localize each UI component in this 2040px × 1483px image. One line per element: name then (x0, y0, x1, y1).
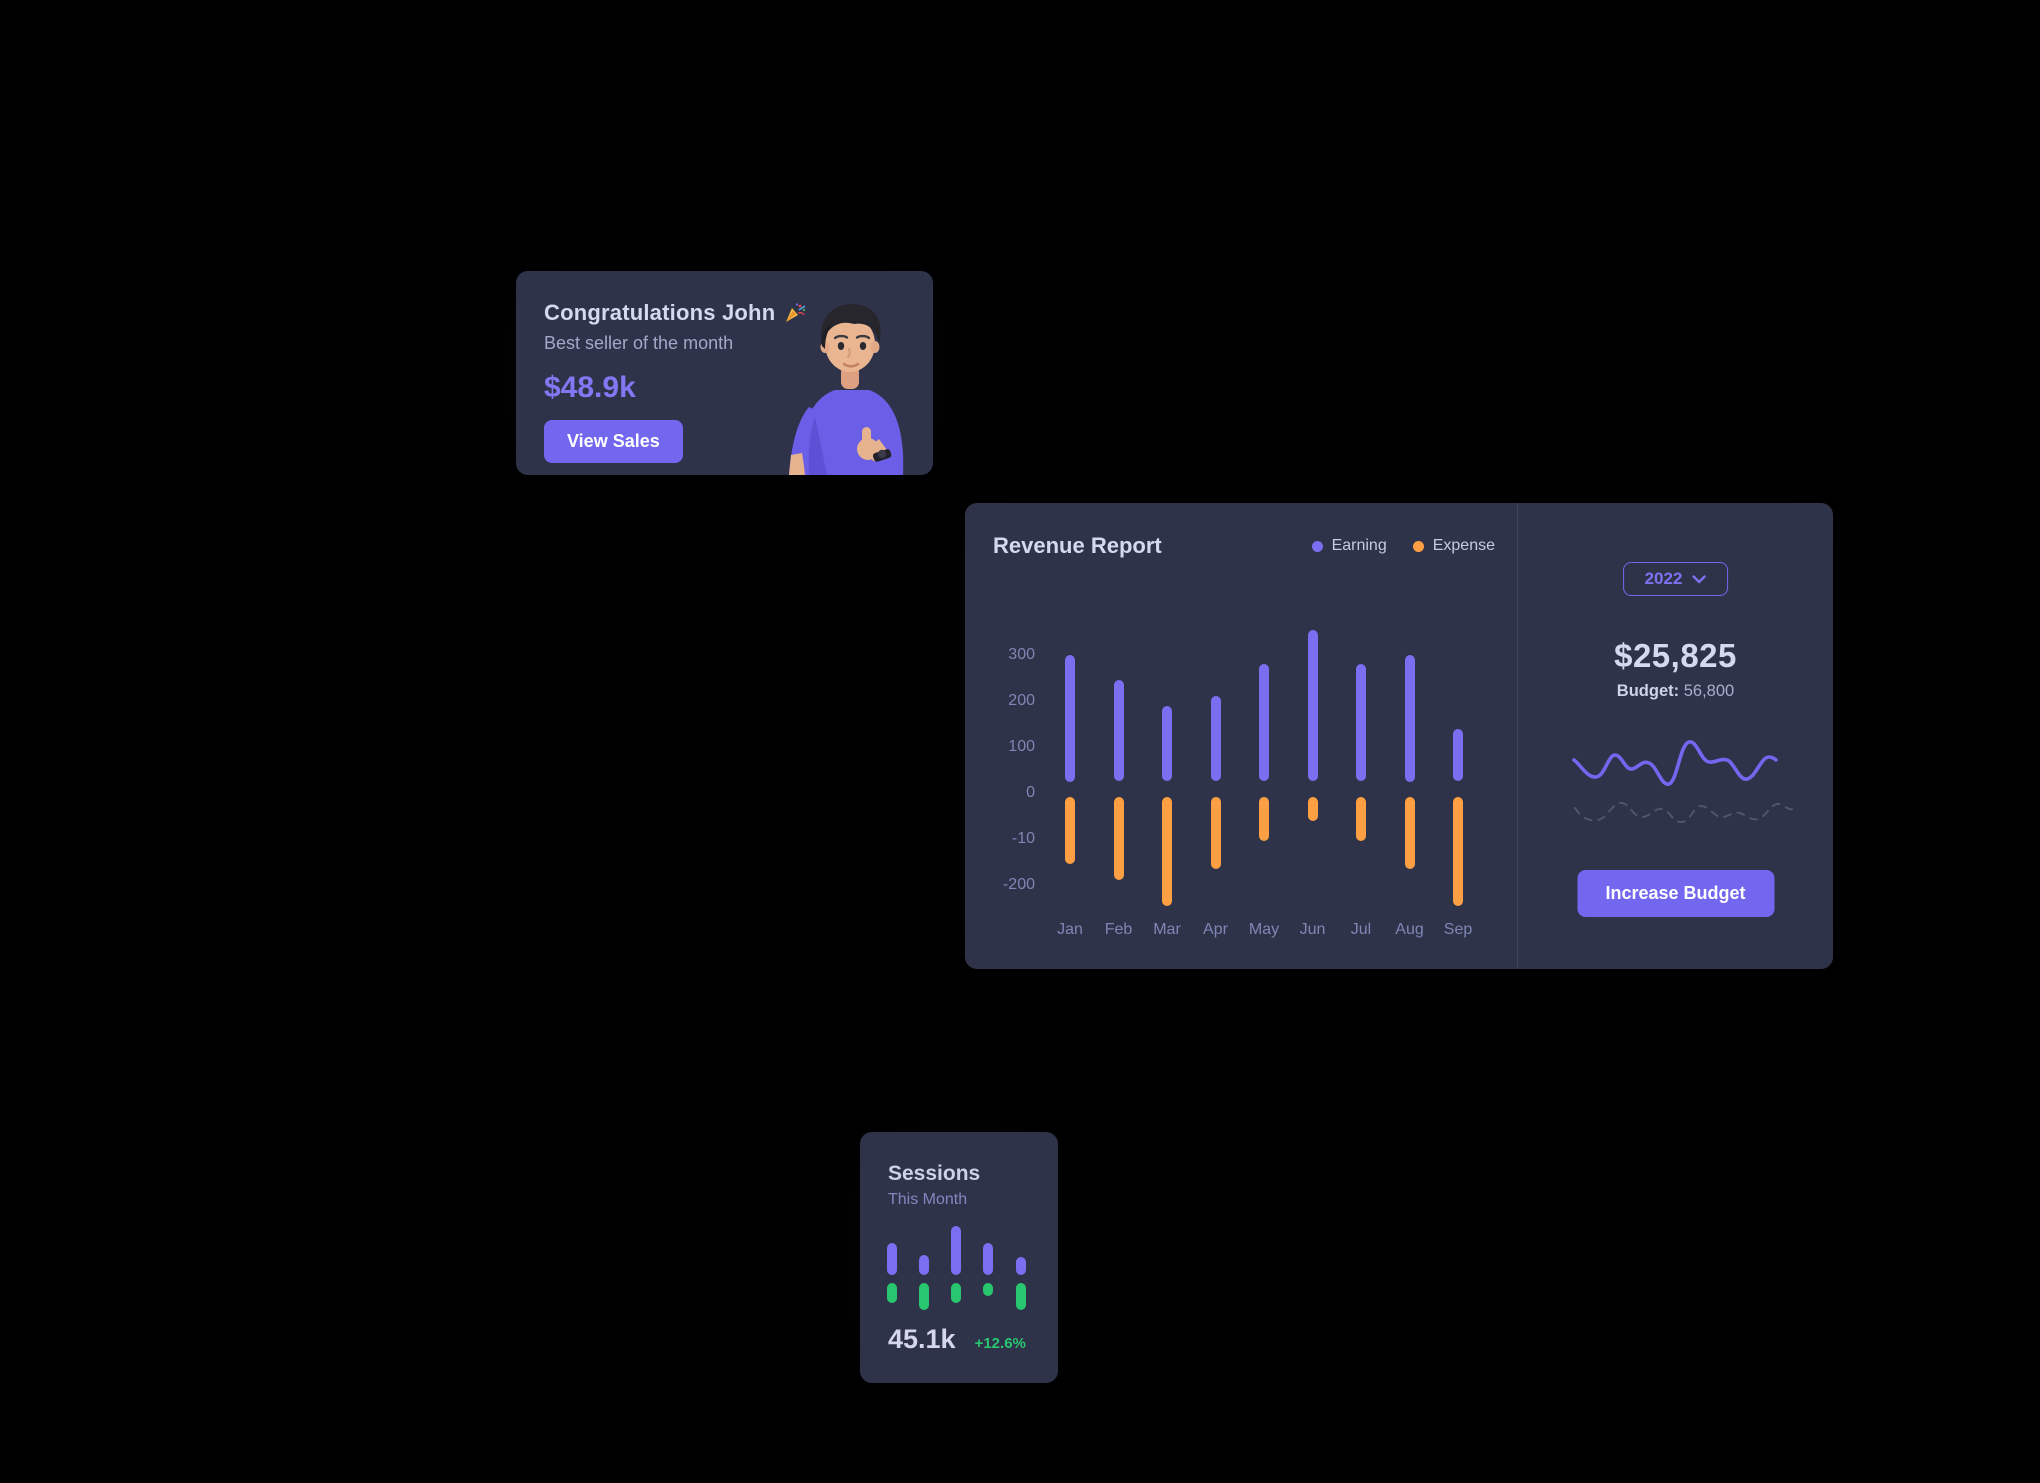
budget-panel: 2022 $25,825 Budget: 56,800 Increase Bud… (1517, 503, 1833, 969)
y-axis-tick: -10 (1011, 830, 1035, 847)
sparkline-dashed-line (1574, 802, 1794, 824)
sparkline-solid-line (1572, 740, 1778, 786)
sessions-bottom-bar (886, 1283, 897, 1303)
revenue-report-title: Revenue Report (993, 533, 1162, 558)
sessions-bottom-bar (951, 1283, 962, 1303)
sessions-subtitle: This Month (888, 1191, 968, 1208)
sessions-value: 45.1k (888, 1324, 956, 1354)
y-axis-tick: 300 (1008, 646, 1035, 663)
sessions-top-bar (918, 1255, 929, 1275)
budget-line: Budget: 56,800 (1518, 682, 1833, 701)
legend-expense-label: Expense (1432, 537, 1495, 554)
expense-bar-jan (1065, 796, 1075, 865)
expense-bar-feb (1113, 796, 1124, 881)
sessions-delta-badge: +12.6% (974, 1335, 1026, 1352)
year-selector-dropdown[interactable]: 2022 (1622, 562, 1729, 596)
earning-bar-jul (1356, 664, 1366, 782)
earning-bar-may (1259, 664, 1269, 782)
revenue-bar-chart: 300 200 100 0 -10 -200 Jan Feb Mar Apr May Jun Jul Au… (993, 613, 1498, 953)
sessions-title: Sessions (888, 1162, 981, 1185)
legend-item-earning[interactable]: Earning (1311, 537, 1387, 555)
john-illustration (789, 303, 904, 475)
earning-bar-jun (1307, 629, 1318, 782)
x-axis-label-feb: Feb (1104, 921, 1133, 938)
expense-bar-jul (1356, 796, 1366, 842)
earning-bar-mar (1162, 705, 1172, 782)
earning-bar-jan (1065, 655, 1075, 782)
budget-value: 56,800 (1683, 682, 1735, 700)
total-amount: $25,825 (1614, 637, 1737, 674)
chevron-down-icon (1692, 574, 1707, 583)
x-axis-label-jul: Jul (1350, 921, 1372, 938)
increase-budget-button[interactable]: Increase Budget (1577, 870, 1774, 917)
chart-legend: Earning Expense (1311, 537, 1495, 555)
congrats-subtitle: Best seller of the month (544, 333, 734, 353)
x-axis-label-jan: Jan (1057, 921, 1083, 938)
revenue-chart-section: Revenue Report Earning Expense 300 200 100… (965, 503, 1517, 969)
sessions-bottom-bar (983, 1283, 994, 1296)
expense-bar-sep (1453, 796, 1463, 906)
expense-dot-icon (1412, 540, 1424, 552)
earning-dot-icon (1311, 540, 1323, 552)
expense-bar-mar (1162, 796, 1172, 906)
expense-bar-jun (1307, 796, 1318, 821)
x-axis-label-sep: Sep (1443, 921, 1473, 938)
earning-bar-apr (1210, 696, 1221, 782)
x-axis-label-may: May (1248, 921, 1280, 938)
x-axis-label-mar: Mar (1153, 921, 1181, 938)
sessions-top-bar (886, 1243, 897, 1275)
sessions-card: Sessions This Month 45.1k +12.6% (860, 1132, 1058, 1383)
expense-bar-apr (1210, 796, 1221, 869)
budget-label: Budget: (1616, 682, 1680, 700)
congrats-amount: $48.9k (544, 371, 636, 404)
congrats-title: Congratulations John (544, 300, 776, 325)
sessions-top-bar (951, 1226, 962, 1275)
budget-sparkline-chart (1572, 740, 1794, 824)
sessions-bottom-bar (1015, 1283, 1026, 1310)
party-popper-icon (786, 303, 806, 322)
y-axis-tick: 200 (1008, 692, 1035, 709)
x-axis-label-apr: Apr (1203, 921, 1228, 938)
sessions-top-bar (1015, 1257, 1026, 1275)
sessions-mini-chart (860, 1226, 1058, 1310)
earning-bar-feb (1113, 680, 1124, 782)
congrats-title-row: Congratulations John (544, 300, 905, 326)
legend-item-expense[interactable]: Expense (1412, 537, 1495, 555)
view-sales-button[interactable]: View Sales (544, 420, 683, 463)
x-axis-label-aug: Aug (1395, 921, 1424, 938)
legend-earning-label: Earning (1331, 537, 1387, 554)
sessions-top-bar (983, 1243, 994, 1275)
y-axis-tick: 0 (1026, 784, 1035, 801)
earning-bar-aug (1404, 655, 1415, 782)
congratulations-card: Congratulations John Best seller of the … (516, 271, 933, 475)
earning-bar-sep (1453, 728, 1463, 782)
x-axis-label-jun: Jun (1299, 921, 1326, 938)
y-axis-tick: 100 (1008, 738, 1035, 755)
sessions-bottom-bar (918, 1283, 929, 1310)
revenue-report-card: Revenue Report Earning Expense 300 200 100… (965, 503, 1833, 969)
sessions-stats-row: 45.1k +12.6% (888, 1324, 1026, 1355)
expense-bar-may (1259, 796, 1269, 842)
year-selector-label: 2022 (1644, 569, 1683, 588)
y-axis-tick: -200 (1002, 876, 1035, 893)
expense-bar-aug (1404, 796, 1415, 869)
